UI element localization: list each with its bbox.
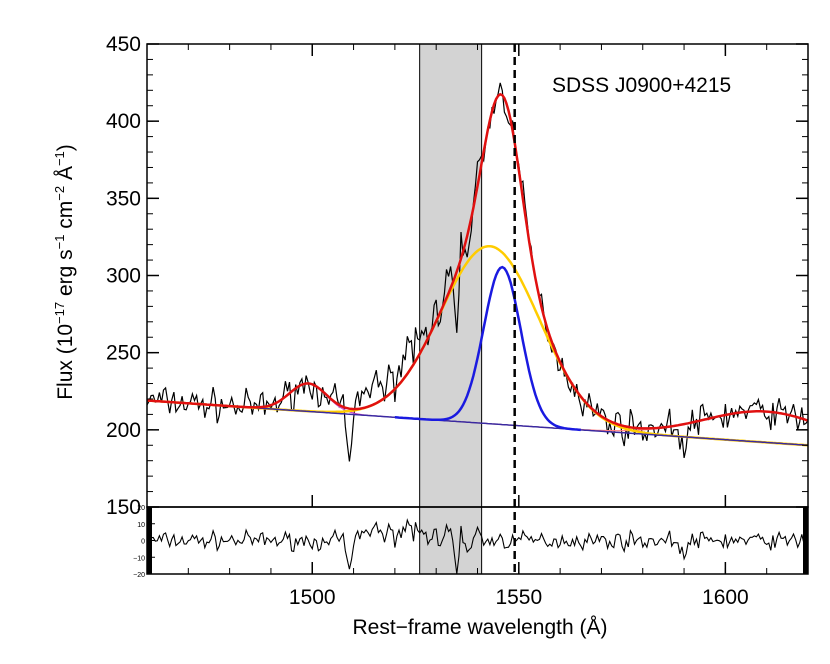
x-axis-label: Rest−frame wavelength (Å)	[352, 616, 607, 639]
y-tick-label: 300	[106, 265, 141, 288]
narrow-component-line	[394, 265, 581, 432]
y-tick-label: 350	[106, 187, 141, 210]
y-axis-label-part: cm	[54, 201, 77, 235]
residual-line	[146, 518, 809, 574]
shaded-region	[419, 43, 483, 575]
y-axis-label: Flux (10−17 erg s−1 cm−2 Å−1)	[52, 144, 77, 400]
residual-y-tick-label: 20	[137, 505, 145, 512]
y-axis-label-exponent: −2	[52, 186, 67, 201]
residual-y-tick-label: 0	[141, 539, 145, 546]
y-tick-label: 150	[106, 496, 141, 519]
y-tick-label: 450	[106, 33, 141, 56]
y-axis-label-exponent: −1	[52, 151, 67, 166]
y-tick-label: 250	[106, 342, 141, 365]
y-tick-label: 200	[106, 419, 141, 442]
residual-panel: −20 −10 0 10 20 1500 1550 1600	[133, 505, 809, 609]
chart-title: SDSS J0900+4215	[552, 74, 731, 97]
x-tick-label: 1550	[495, 586, 542, 609]
residual-y-tick-label: 10	[137, 522, 145, 529]
residual-y-tick-label: −20	[133, 572, 145, 579]
x-tick-label: 1500	[289, 586, 336, 609]
y-axis-label-part: )	[54, 144, 77, 151]
y-axis-label-exponent: −17	[52, 302, 67, 324]
x-tick-label: 1600	[702, 586, 749, 609]
y-axis-label-part: Å	[54, 166, 77, 186]
y-axis-label-part: erg s	[54, 249, 77, 302]
y-axis-label-part: Flux (10	[54, 324, 77, 400]
residual-right-bar	[803, 507, 808, 574]
total-fit-line	[146, 92, 809, 430]
residual-y-tick-label: −10	[133, 555, 145, 562]
y-tick-label: 400	[106, 110, 141, 133]
y-axis-label-exponent: −1	[52, 235, 67, 250]
